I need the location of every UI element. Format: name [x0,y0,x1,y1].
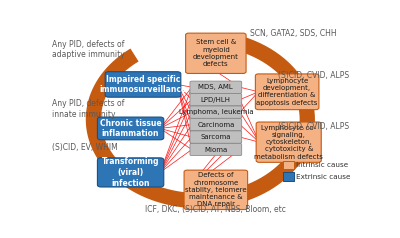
Text: Chronic tissue
inflammation: Chronic tissue inflammation [100,119,162,138]
Text: LPD/HLH: LPD/HLH [201,97,231,103]
FancyBboxPatch shape [184,170,248,209]
Text: (S)CID, CVID, ALPS: (S)CID, CVID, ALPS [278,122,349,131]
FancyBboxPatch shape [190,131,242,143]
Text: Intrinsic cause: Intrinsic cause [296,162,349,168]
Text: Transforming
(viral)
infection: Transforming (viral) infection [102,157,159,188]
Text: ICF, DKC, (S)CID, AT, NBS, Bloom, etc: ICF, DKC, (S)CID, AT, NBS, Bloom, etc [146,205,286,214]
Text: Lymphocyte co-
signaling,
cytoskeleton,
cytotoxicity &
metabolism defects: Lymphocyte co- signaling, cytoskeleton, … [254,125,323,160]
Text: Mioma: Mioma [204,147,228,153]
Text: Carcinoma: Carcinoma [197,122,234,128]
Text: Any PID, defects of
innate immunity: Any PID, defects of innate immunity [52,99,124,119]
Text: Impaired specific
immunosurveillance: Impaired specific immunosurveillance [99,74,187,94]
Text: Defects of
chromosome
stablity, telomere
maintenance &
DNA repair: Defects of chromosome stablity, telomere… [185,172,247,207]
Text: Extrinsic cause: Extrinsic cause [296,174,351,180]
Text: (S)CID, EV, WHIM: (S)CID, EV, WHIM [52,143,117,152]
Text: MDS, AML: MDS, AML [198,84,233,90]
FancyBboxPatch shape [283,160,294,169]
FancyBboxPatch shape [190,94,242,106]
FancyBboxPatch shape [98,158,164,187]
Text: SCN, GATA2, SDS, CHH: SCN, GATA2, SDS, CHH [250,29,336,38]
FancyBboxPatch shape [256,122,321,162]
FancyBboxPatch shape [190,106,242,118]
Text: Sarcoma: Sarcoma [201,134,231,140]
FancyBboxPatch shape [190,143,242,156]
FancyBboxPatch shape [190,81,242,93]
Text: Any PID, defects of
adaptive immunity: Any PID, defects of adaptive immunity [52,40,124,59]
FancyBboxPatch shape [283,172,294,181]
Text: Lymphoma, leukemia: Lymphoma, leukemia [178,109,253,115]
FancyBboxPatch shape [190,119,242,131]
FancyBboxPatch shape [186,33,246,74]
FancyBboxPatch shape [105,72,181,97]
Text: Lymphocyte
development,
differentiation &
apoptosis defects: Lymphocyte development, differentiation … [256,78,318,106]
FancyBboxPatch shape [255,74,319,110]
FancyBboxPatch shape [98,117,164,140]
Text: (S)CID, CVID, ALPS: (S)CID, CVID, ALPS [278,71,349,80]
Text: Stem cell &
myeloid
development
defects: Stem cell & myeloid development defects [193,40,239,67]
